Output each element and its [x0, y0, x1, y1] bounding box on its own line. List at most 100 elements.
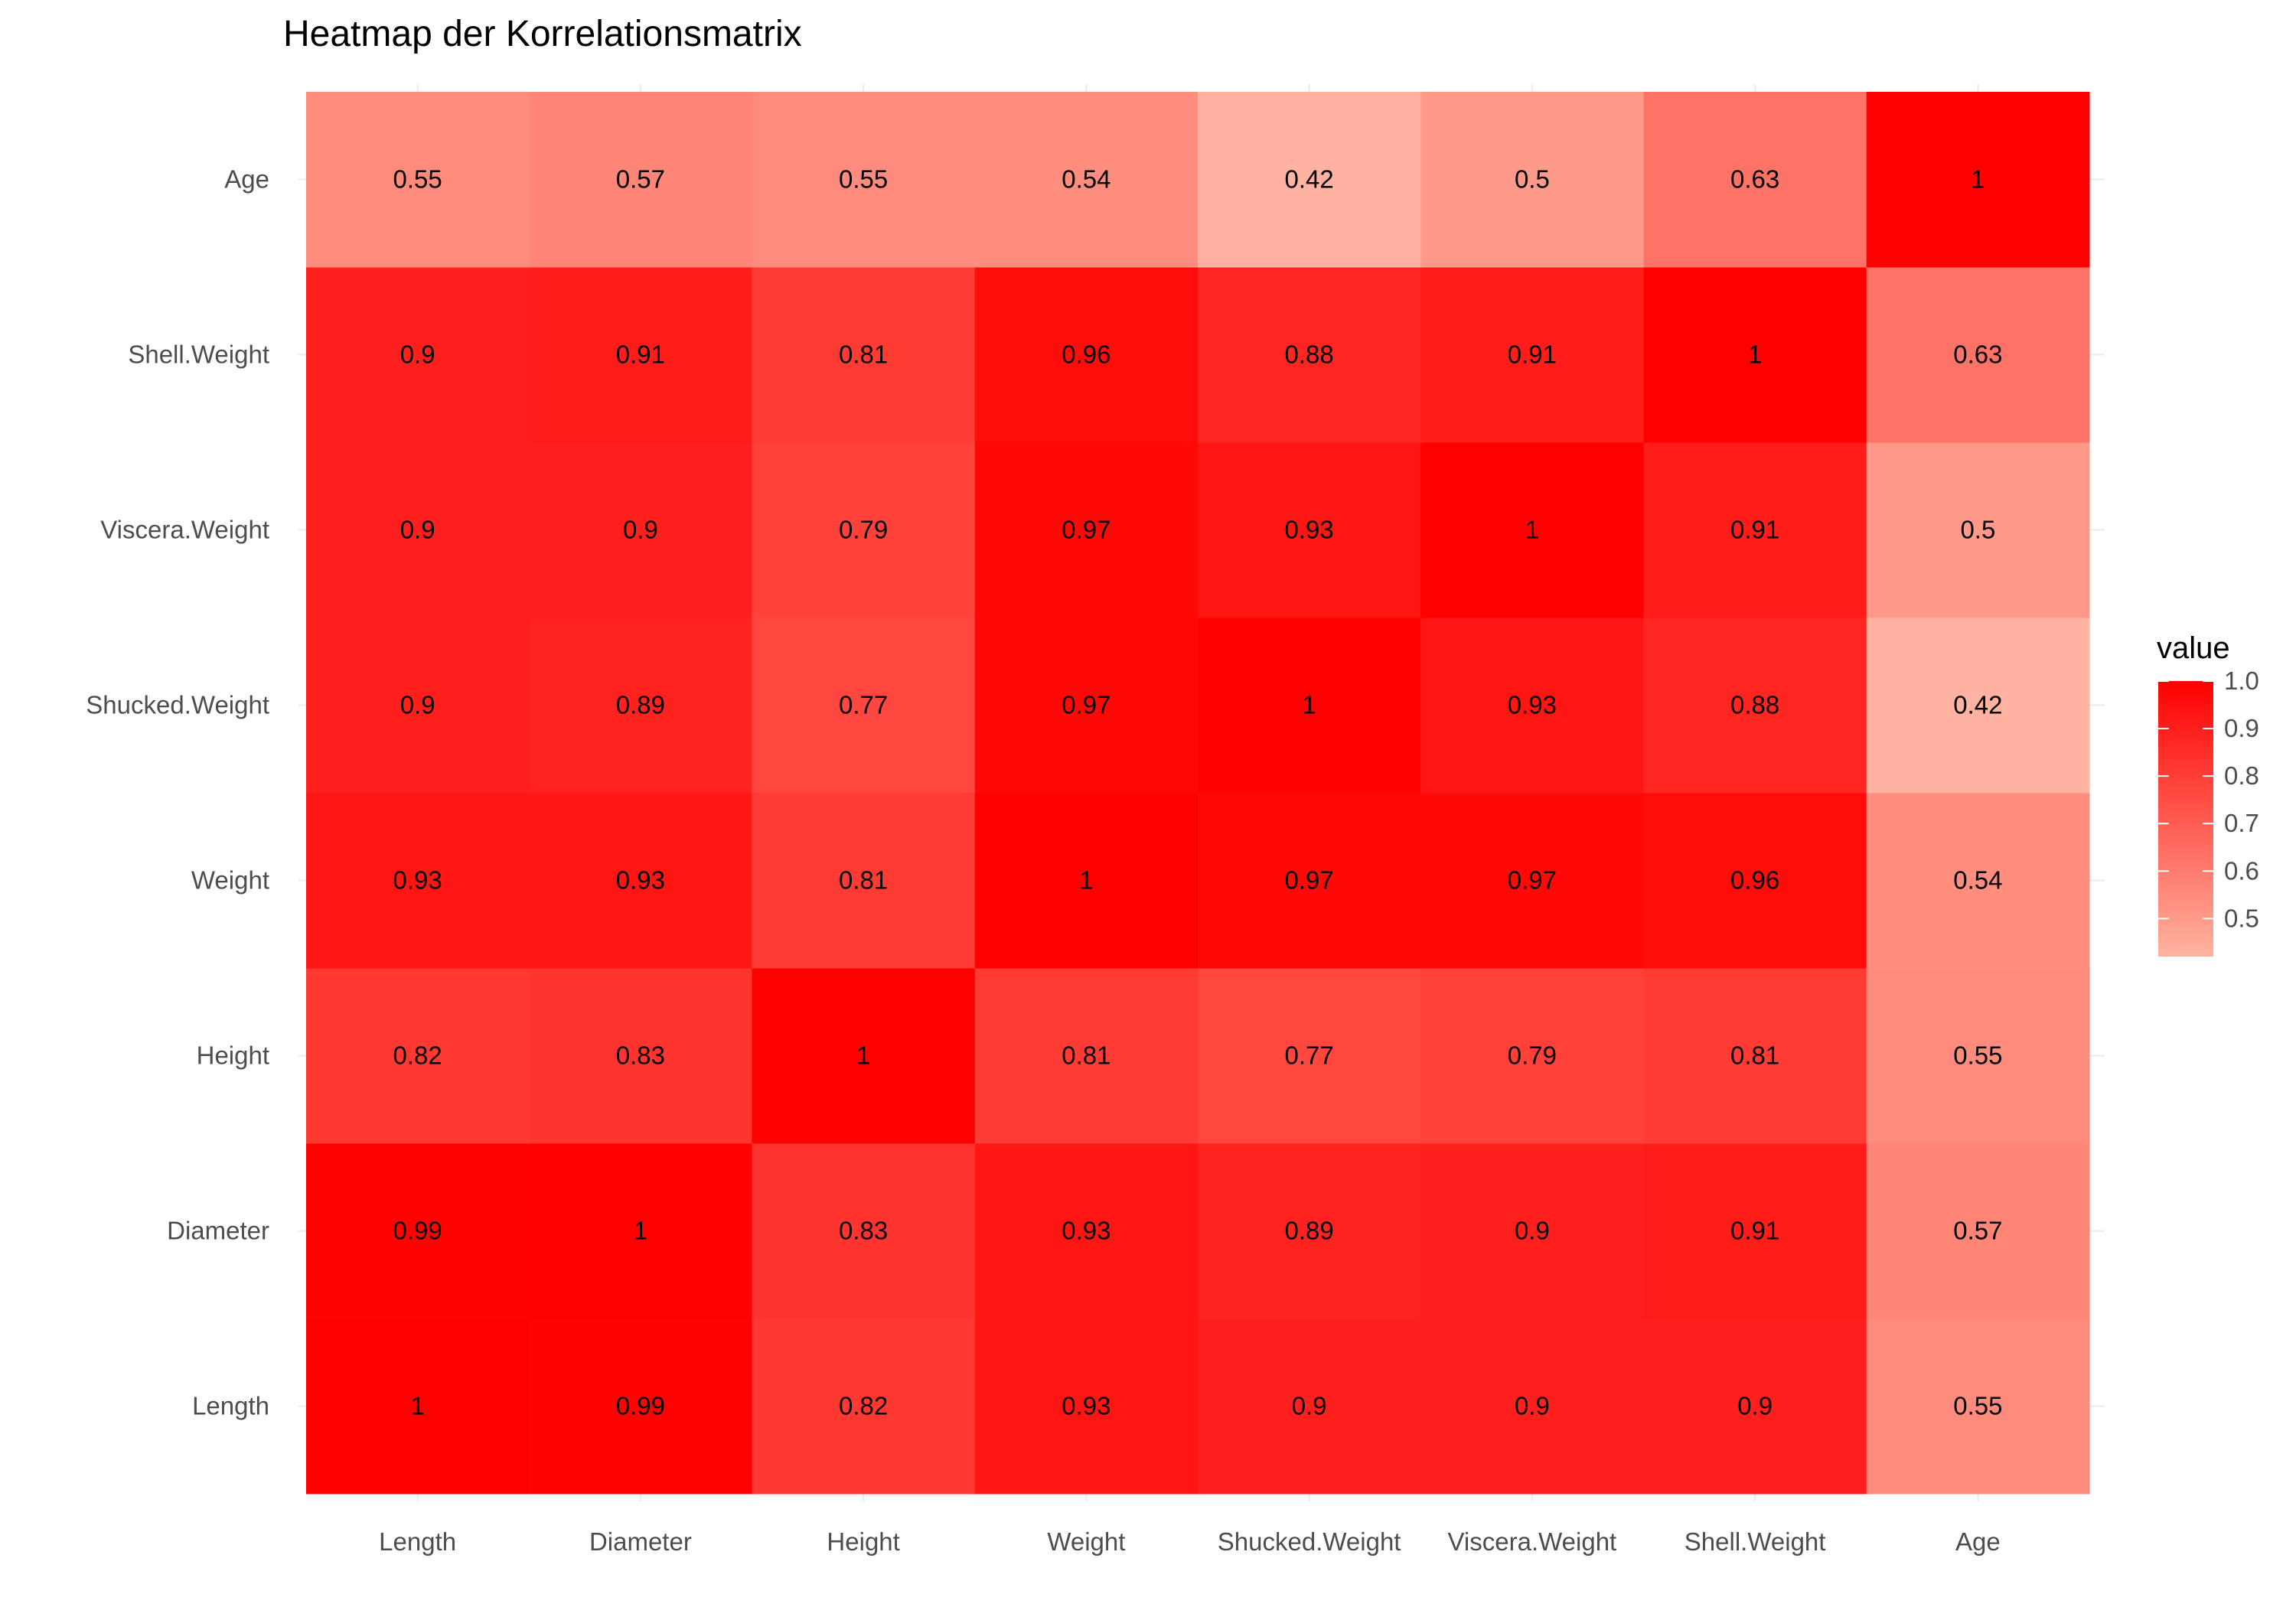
cell-value-label: 0.81	[839, 866, 888, 895]
heatmap-cell	[1198, 1319, 1421, 1495]
chart-title: Heatmap der Korrelationsmatrix	[283, 14, 802, 54]
cell-value-label: 0.91	[1508, 341, 1557, 369]
y-tick-label: Shucked.Weight	[86, 691, 269, 719]
heatmap-cell	[1420, 1319, 1644, 1495]
cell-value-label: 0.97	[1508, 866, 1557, 895]
cell-value-label: 0.9	[400, 341, 435, 369]
y-axis: Length Diameter Height Weight Shucked.Weight…	[86, 165, 269, 1420]
cell-value-label: 0.83	[616, 1041, 665, 1070]
cell-value-label: 0.93	[1062, 1392, 1110, 1420]
heatmap-cell	[529, 618, 752, 794]
x-tick-label: Shell.Weight	[1684, 1527, 1826, 1556]
heatmap-cell	[752, 1143, 976, 1319]
heatmap-cell	[1420, 618, 1644, 794]
heatmap-cell	[306, 442, 530, 618]
heatmap-cell	[1866, 92, 2090, 268]
cell-value-label: 1	[856, 1041, 870, 1070]
heatmap-cell	[1198, 267, 1421, 443]
heatmap-cell	[1866, 1319, 2090, 1495]
heatmap-cell	[1866, 1143, 2090, 1319]
cell-value-label: 0.91	[616, 341, 665, 369]
heatmap-cell	[1643, 267, 1867, 443]
cell-value-label: 0.91	[1730, 516, 1779, 544]
heatmap-cell	[529, 793, 752, 969]
cell-value-label: 0.9	[1515, 1392, 1550, 1420]
cell-value-label: 0.54	[1953, 866, 2002, 895]
heatmap-cell	[974, 1143, 1199, 1319]
cell-value-label: 0.93	[1508, 691, 1557, 719]
heatmap-cell	[1420, 793, 1644, 969]
legend-tick-label: 0.7	[2224, 809, 2259, 837]
heatmap-cell	[974, 618, 1199, 794]
x-tick-label: Shucked.Weight	[1218, 1527, 1401, 1556]
cell-value-label: 0.91	[1730, 1217, 1779, 1245]
cell-value-label: 0.93	[616, 866, 665, 895]
cell-value-label: 1	[410, 1392, 424, 1420]
cell-value-label: 0.5	[1515, 165, 1550, 194]
heatmap-cell	[1866, 442, 2090, 618]
cell-value-label: 0.77	[839, 691, 888, 719]
cell-value-label: 0.88	[1730, 691, 1779, 719]
heatmap-cell	[306, 92, 530, 268]
cell-value-label: 0.79	[1508, 1041, 1557, 1070]
x-tick-label: Diameter	[589, 1527, 692, 1556]
heatmap-cell	[1198, 442, 1421, 618]
cell-value-label: 0.97	[1062, 691, 1110, 719]
cell-value-label: 0.54	[1062, 165, 1110, 194]
heatmap-cell	[306, 968, 530, 1144]
cell-value-label: 0.9	[623, 516, 658, 544]
cell-value-label: 0.82	[393, 1041, 442, 1070]
heatmap-cell	[752, 267, 976, 443]
cell-value-label: 0.55	[1953, 1392, 2002, 1420]
heatmap-cell	[1420, 442, 1644, 618]
heatmap-cell	[752, 442, 976, 618]
legend-tick-label: 0.6	[2224, 856, 2259, 885]
cell-value-label: 0.96	[1730, 866, 1779, 895]
legend-tick-label: 0.8	[2224, 761, 2259, 790]
heatmap-cell	[752, 1319, 976, 1495]
cell-value-label: 0.89	[616, 691, 665, 719]
cell-value-label: 0.9	[1737, 1392, 1773, 1420]
heatmap-cell	[1420, 92, 1644, 268]
cell-value-label: 0.93	[1285, 516, 1334, 544]
heatmap-cell	[1643, 968, 1867, 1144]
y-tick-label: Length	[192, 1392, 269, 1420]
heatmap-cell	[752, 92, 976, 268]
heatmap-cell	[974, 1319, 1199, 1495]
cell-value-label: 1	[1302, 691, 1316, 719]
heatmap-cell	[1643, 1143, 1867, 1319]
cell-value-labels: 1 0.99 0.82 0.93 0.9 0.9 0.9 0.55 0.99 1 0.83 0.93 0…	[393, 165, 2003, 1420]
heatmap-cell	[529, 968, 752, 1144]
heatmap-cell	[306, 1143, 530, 1319]
heatmap-cell	[752, 793, 976, 969]
heatmap-cell	[974, 442, 1199, 618]
cell-value-label: 0.97	[1285, 866, 1334, 895]
cell-value-label: 0.55	[1953, 1041, 2002, 1070]
cell-value-label: 0.57	[1953, 1217, 2002, 1245]
heatmap-cell	[1643, 1319, 1867, 1495]
legend-tick-label: 1.0	[2224, 667, 2259, 695]
x-tick-label: Viscera.Weight	[1448, 1527, 1617, 1556]
heatmap-cell	[1198, 1143, 1421, 1319]
cell-value-label: 0.9	[1515, 1217, 1550, 1245]
heatmap-cell	[1643, 793, 1867, 969]
cell-value-label: 0.81	[1730, 1041, 1779, 1070]
cell-value-label: 0.81	[1062, 1041, 1110, 1070]
heatmap-cell	[529, 92, 752, 268]
cell-value-label: 0.57	[616, 165, 665, 194]
heatmap-cell	[306, 267, 530, 443]
heatmap-cell	[1643, 618, 1867, 794]
heatmap-cell	[1643, 92, 1867, 268]
x-tick-label: Height	[827, 1527, 899, 1556]
cell-value-label: 1	[1971, 165, 1985, 194]
heatmap-cell	[306, 793, 530, 969]
cell-value-label: 1	[1079, 866, 1093, 895]
x-axis: Length Diameter Height Weight Shucked.Weight…	[379, 1527, 2001, 1556]
heatmap-cell	[1420, 267, 1644, 443]
heatmap-cell	[1866, 267, 2090, 443]
x-tick-label: Weight	[1047, 1527, 1125, 1556]
heatmap-cell	[1866, 618, 2090, 794]
heatmap-cell	[1198, 92, 1421, 268]
y-tick-label: Weight	[191, 866, 269, 895]
cell-value-label: 0.99	[393, 1217, 442, 1245]
